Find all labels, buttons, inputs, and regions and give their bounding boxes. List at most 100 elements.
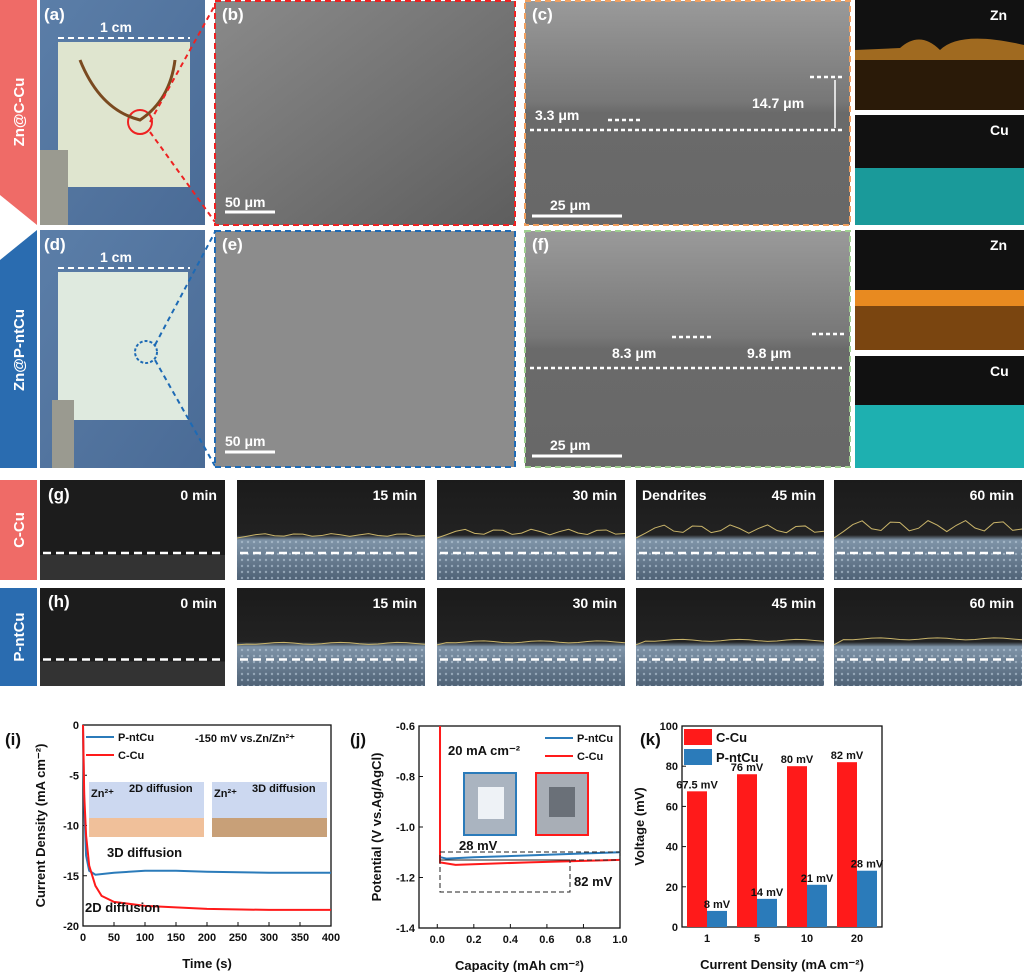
bar-p-ntcu-1: [707, 910, 727, 927]
y-tick-label: -5: [69, 770, 79, 782]
substrate: [40, 661, 225, 686]
x-tick-label: 1.0: [612, 934, 627, 946]
y-tick-label: 0: [73, 720, 79, 732]
overpotential-ccu: 82 mV: [574, 874, 613, 889]
bar-p-ntcu-10: [807, 884, 827, 927]
chart-k: 0 20 40 60 80 100 Current Density (mA cm⁻²) Vol…: [632, 721, 884, 972]
panel-label-j: (j): [350, 730, 366, 749]
x-tick-label: 0.0: [430, 934, 445, 946]
x-tick-label: 300: [260, 932, 278, 944]
x-tick-label: 10: [801, 933, 813, 945]
overpotential-pntcu: 28 mV: [459, 838, 498, 853]
y-tick-label: -1.2: [396, 873, 415, 885]
substrate: [40, 555, 225, 580]
deposit-texture: [237, 540, 425, 580]
series-line-c-cu: [439, 726, 621, 866]
deposit-outline: [833, 637, 1023, 646]
inset-title: 3D diffusion: [252, 783, 316, 795]
panel-c-cross-section: (c) 3.3 μm 14.7 μm 25 μm: [524, 0, 851, 226]
deposit-outline: [833, 519, 1023, 539]
panel-text: 50 μm: [225, 433, 265, 449]
time-label: 60 min: [970, 595, 1014, 611]
deposit-outline: [635, 638, 825, 646]
x-tick-label: 20: [851, 933, 863, 945]
overpotential-box-p: [439, 851, 621, 861]
y-axis-label: Current Density (mA cm⁻²): [33, 744, 48, 908]
eds-map-cu-1: Cu: [855, 115, 1024, 225]
y-tick-label: 60: [666, 801, 678, 813]
inset-inset3d: Zn²⁺ 3D diffusion: [212, 782, 327, 837]
deposit-texture: [834, 540, 1022, 580]
inset-inset2d: Zn²⁺ 2D diffusion: [89, 782, 204, 837]
y-tick-label: 40: [666, 842, 678, 854]
deposit-texture: [437, 540, 625, 580]
series-line-c-cu: [82, 724, 331, 911]
panel-text: 1 cm: [100, 249, 132, 265]
deposit-texture: [437, 646, 625, 686]
bar-value-label: 67.5 mV: [676, 779, 718, 791]
bar-value-label: 80 mV: [781, 754, 814, 766]
x-tick-label: 0.8: [576, 934, 591, 946]
optical-image-h-0: 0 min: [40, 588, 225, 686]
y-tick-label: -1.4: [396, 923, 416, 935]
panel-text: (b): [222, 5, 244, 24]
time-label: 30 min: [573, 595, 617, 611]
optical-image-g-4: 60 min: [833, 480, 1023, 580]
plot-frame: [681, 725, 883, 928]
overpotential-box-c: [439, 859, 571, 893]
deposit-texture: [636, 646, 824, 686]
chart-j: -0.6 -0.8 -1.0 -1.2 -1.4 Capacity (mAh cm⁻²) P…: [369, 721, 628, 972]
eds-map-zn-1: Zn: [855, 0, 1024, 110]
panel-text: Cu: [990, 363, 1009, 379]
time-label: 0 min: [180, 487, 217, 503]
eds-map-cu-2: Cu: [855, 356, 1024, 468]
sample-white: [478, 787, 504, 819]
x-tick-label: 100: [136, 932, 154, 944]
electrolyte: [212, 782, 327, 818]
panel-text: Zn: [990, 237, 1007, 253]
panel-text: P-ntCu: [11, 612, 28, 661]
legend-swatch: [684, 749, 712, 765]
panel-label-g: (g): [48, 485, 70, 504]
panel-text: 25 μm: [550, 437, 590, 453]
optical-image-g-3: 45 min: [635, 480, 825, 580]
bar-p-ntcu-20: [857, 870, 877, 927]
zn-ion-label: Zn²⁺: [91, 788, 114, 800]
ribbon-zn-c-cu: Zn@C-Cu: [0, 0, 37, 225]
panel-b-sem: (b) 50 μm: [214, 0, 516, 226]
y-tick-label: -15: [63, 871, 79, 883]
x-tick-label: 250: [229, 932, 247, 944]
deposit-outline: [236, 533, 426, 539]
chart-i-condition: -150 mV vs.Zn/Zn²⁺: [195, 733, 295, 745]
y-tick-label: -0.6: [396, 721, 415, 733]
substrate: [89, 818, 204, 837]
panel-text: 25 μm: [550, 197, 590, 213]
x-axis-label: Capacity (mAh cm⁻²): [455, 958, 584, 972]
zn-ion-label: Zn²⁺: [214, 788, 237, 800]
dendrites-label: Dendrites: [642, 487, 707, 503]
bar-value-label: 8 mV: [704, 899, 731, 911]
y-tick-label: 100: [660, 721, 678, 733]
y-tick-label: -1.0: [396, 822, 415, 834]
y-tick-label: -20: [63, 921, 79, 933]
bar-value-label: 76 mV: [731, 762, 764, 774]
x-tick-label: 0: [80, 932, 86, 944]
panel-text: (d): [44, 235, 66, 254]
optical-image-h-3: 45 min: [635, 588, 825, 686]
x-tick-label: 5: [754, 933, 760, 945]
panel-text: Zn@C-Cu: [11, 78, 28, 147]
time-label: 60 min: [970, 487, 1014, 503]
panel-text: 3.3 μm: [535, 107, 579, 123]
electrolyte: [89, 782, 204, 818]
panel-text: (e): [222, 235, 243, 254]
ribbon-zn-p-ntcu: Zn@P-ntCu: [0, 230, 37, 468]
bar-p-ntcu-5: [757, 898, 777, 927]
y-tick-label: -10: [63, 821, 79, 833]
optical-image-h-2: 30 min: [436, 588, 626, 686]
deposit-outline: [436, 640, 626, 646]
panel-text: 14.7 μm: [752, 95, 804, 111]
y-axis-label: Potential (V vs.Ag/AgCl): [369, 753, 384, 902]
panel-a-photo: (a) 1 cm: [40, 0, 205, 225]
optical-image-g-2: 30 min: [436, 480, 626, 580]
panel-f-cross-section: (f) 8.3 μm 9.8 μm 25 μm: [524, 230, 851, 468]
